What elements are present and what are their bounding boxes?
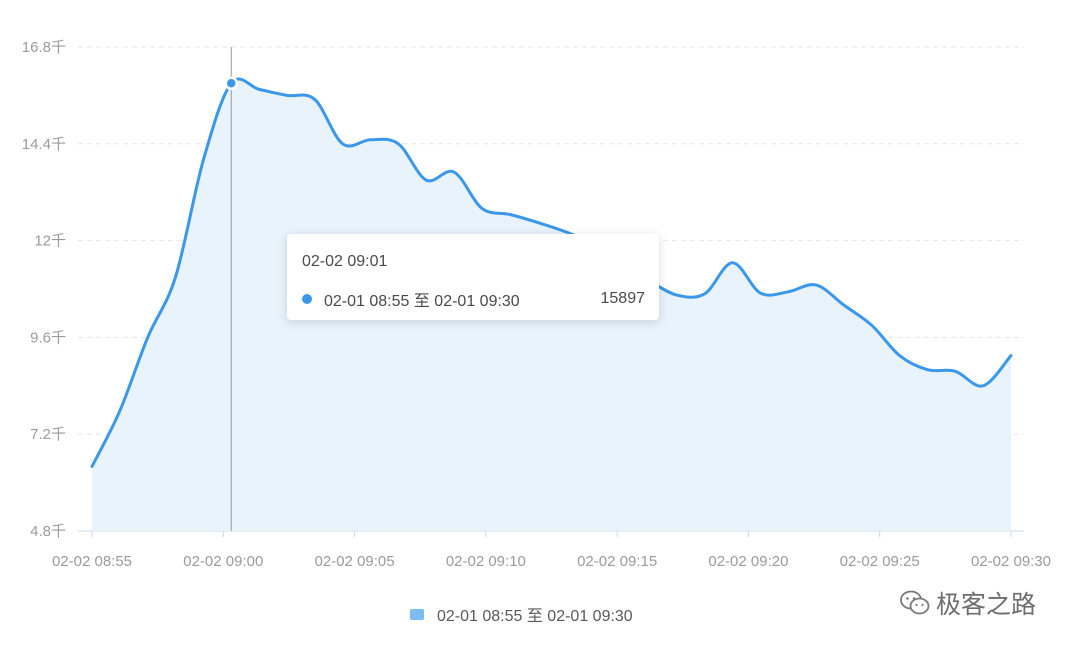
x-tick-label: 02-02 09:20 [708, 553, 788, 570]
x-tick-label: 02-02 09:00 [183, 553, 263, 570]
tooltip-row: 02-01 08:55 至 02-01 09:30 15897 [302, 287, 645, 311]
legend-swatch [410, 608, 424, 620]
x-tick-label: 02-02 08:55 [52, 553, 132, 570]
legend-label: 02-01 08:55 至 02-01 09:30 [437, 608, 633, 625]
legend[interactable]: 02-01 08:55 至 02-01 09:30 [410, 602, 633, 626]
x-tick-label: 02-02 09:30 [971, 553, 1051, 570]
y-tick-label: 16.8千 [22, 39, 66, 56]
y-tick-label: 4.8千 [30, 523, 66, 540]
watermark-text: 极客之路 [936, 591, 1037, 619]
x-tick-label: 02-02 09:10 [446, 553, 526, 570]
tooltip: 02-02 09:01 02-01 08:55 至 02-01 09:30 15… [287, 234, 659, 320]
tooltip-series-dot [302, 294, 312, 304]
tooltip-series-label: 02-01 08:55 至 02-01 09:30 [324, 293, 520, 310]
y-tick-label: 9.6千 [30, 329, 66, 346]
x-tick-label: 02-02 09:05 [315, 553, 395, 570]
wechat-icon [900, 590, 930, 615]
x-tick-label: 02-02 09:15 [577, 553, 657, 570]
tooltip-title: 02-02 09:01 [302, 253, 388, 270]
y-tick-label: 14.4千 [22, 136, 66, 153]
y-tick-label: 7.2千 [30, 426, 66, 443]
x-tick-label: 02-02 09:25 [840, 553, 920, 570]
tooltip-value: 15897 [600, 290, 646, 307]
hover-point [224, 76, 238, 91]
watermark: 极客之路 [900, 585, 1036, 621]
y-tick-label: 12千 [34, 233, 66, 250]
